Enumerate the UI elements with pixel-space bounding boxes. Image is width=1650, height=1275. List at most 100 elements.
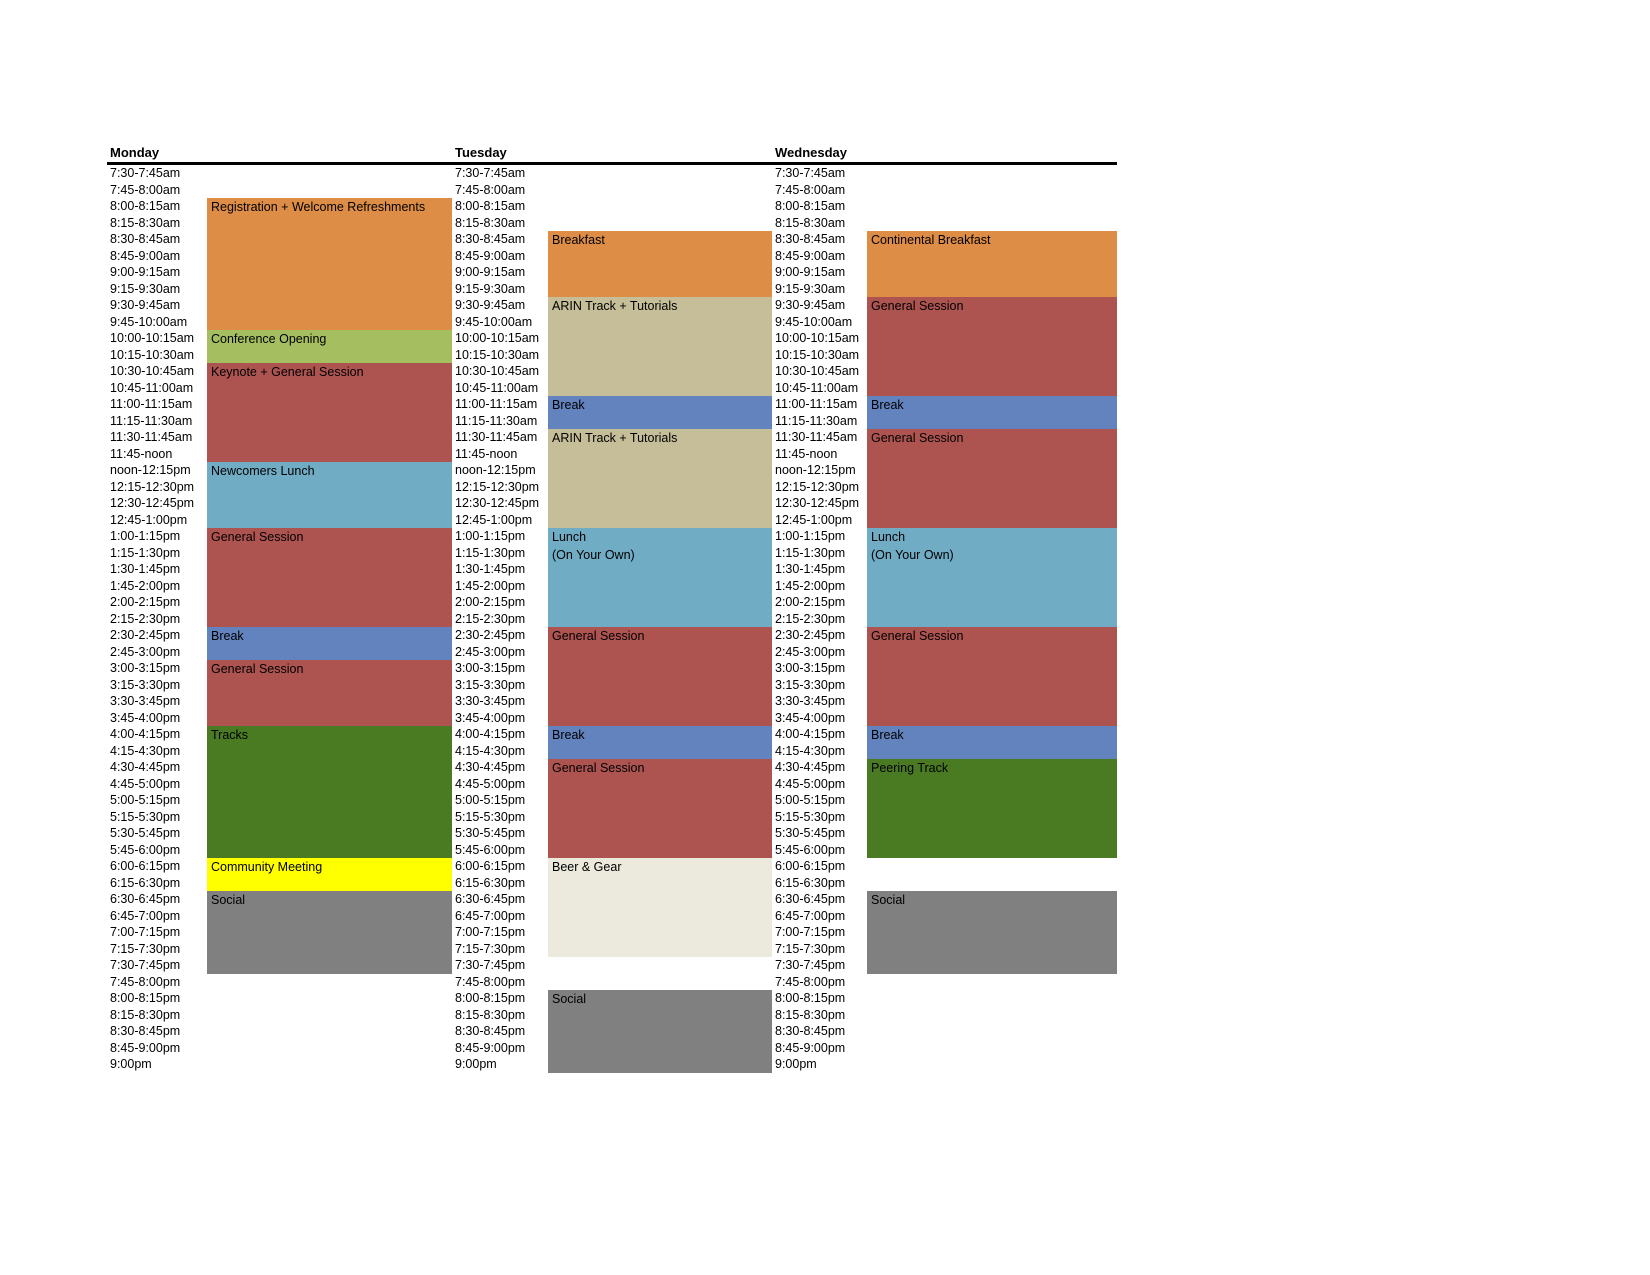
time-cell: 4:15-4:30pm — [775, 743, 846, 758]
time-cell: 5:00-5:15pm — [775, 793, 846, 807]
time-cell: 9:45-10:00am — [455, 314, 533, 329]
time-cell: 1:15-1:30pm — [110, 545, 181, 560]
time-cell: 9:00-9:15am — [110, 265, 181, 279]
time-cell: 3:30-3:45pm — [775, 694, 846, 708]
time-cell: 4:30-4:45pm — [775, 760, 846, 774]
time-cell: 8:00-8:15am — [455, 199, 526, 213]
time-cell: 3:45-4:00pm — [455, 710, 526, 725]
time-cell: 3:15-3:30pm — [775, 677, 846, 692]
event-block: General Session — [207, 660, 452, 726]
time-cell: 3:00-3:15pm — [455, 661, 526, 675]
time-cell: 12:45-1:00pm — [110, 512, 188, 527]
time-cell: 5:30-5:45pm — [110, 826, 181, 840]
event-block: General Session — [867, 627, 1117, 726]
time-cell: 10:15-10:30am — [455, 347, 540, 362]
time-cell: 12:30-12:45pm — [455, 496, 540, 510]
time-cell: 11:45-noon — [775, 446, 838, 461]
time-cell: 1:15-1:30pm — [775, 545, 846, 560]
time-cell: 5:30-5:45pm — [775, 826, 846, 840]
time-cell: 2:45-3:00pm — [775, 644, 846, 659]
time-cell: 2:15-2:30pm — [455, 611, 526, 626]
event-label: Social — [871, 893, 906, 907]
time-cell: 6:15-6:30pm — [455, 875, 526, 890]
time-cell: 8:00-8:15pm — [775, 991, 846, 1005]
time-cell: 10:45-11:00am — [775, 380, 859, 395]
event-label: (On Your Own) — [871, 547, 954, 562]
time-cell: 12:30-12:45pm — [775, 496, 860, 510]
time-cell: 4:45-5:00pm — [775, 776, 846, 791]
time-cell: 8:45-9:00pm — [455, 1040, 526, 1055]
event-label: Continental Breakfast — [871, 233, 991, 247]
time-cell: 3:15-3:30pm — [110, 677, 181, 692]
time-cell: 12:15-12:30pm — [110, 479, 195, 494]
time-cell: 4:00-4:15pm — [455, 727, 526, 741]
time-cell: 7:15-7:30pm — [110, 941, 181, 956]
time-cell: 10:30-10:45am — [110, 364, 195, 378]
event-label: (On Your Own) — [552, 547, 635, 562]
time-cell: 11:30-11:45am — [110, 430, 193, 444]
event-block: Breakfast — [548, 231, 772, 297]
time-cell: 8:30-8:45pm — [775, 1024, 846, 1038]
event-label: Conference Opening — [211, 332, 327, 346]
time-cell: 8:15-8:30pm — [455, 1007, 526, 1022]
time-cell: noon-12:15pm — [775, 463, 856, 477]
time-cell: 3:15-3:30pm — [455, 677, 526, 692]
time-cell: 5:00-5:15pm — [110, 793, 181, 807]
time-cell: 12:45-1:00pm — [455, 512, 533, 527]
event-block: Conference Opening — [207, 330, 452, 363]
event-block: Social — [207, 891, 452, 974]
time-cell: 3:45-4:00pm — [775, 710, 846, 725]
event-block: Newcomers Lunch — [207, 462, 452, 528]
event-block: General Session — [867, 429, 1117, 528]
time-cell: 9:15-9:30am — [110, 281, 181, 296]
event-block: Beer & Gear — [548, 858, 772, 957]
time-cell: 9:00pm — [110, 1057, 152, 1071]
time-cell: 8:30-8:45pm — [110, 1024, 181, 1038]
time-cell: 7:30-7:45am — [775, 166, 846, 180]
event-label: General Session — [871, 629, 964, 643]
time-cell: noon-12:15pm — [110, 463, 191, 477]
event-block: Lunch (On Your Own) — [548, 528, 772, 627]
time-cell: 3:30-3:45pm — [110, 694, 181, 708]
time-cell: 12:45-1:00pm — [775, 512, 853, 527]
time-cell: 8:30-8:45am — [775, 232, 846, 246]
time-cell: 3:00-3:15pm — [110, 661, 181, 675]
time-cell: 1:15-1:30pm — [455, 545, 526, 560]
event-block: General Session — [207, 528, 452, 627]
time-cell: 8:15-8:30am — [775, 215, 846, 230]
time-cell: 8:45-9:00am — [110, 248, 181, 263]
time-cell: 6:45-7:00pm — [110, 908, 181, 923]
day-header-tuesday: Tuesday — [455, 145, 507, 160]
event-label: Keynote + General Session — [211, 365, 364, 379]
time-cell: noon-12:15pm — [455, 463, 536, 477]
time-cell: 1:00-1:15pm — [110, 529, 181, 543]
time-cell: 3:45-4:00pm — [110, 710, 181, 725]
time-cell: 7:45-8:00am — [455, 182, 526, 197]
event-label: Social — [552, 992, 587, 1006]
time-cell: 8:15-8:30am — [110, 215, 181, 230]
time-cell: 12:15-12:30pm — [775, 479, 860, 494]
time-cell: 11:45-noon — [110, 446, 173, 461]
time-cell: 5:45-6:00pm — [110, 842, 181, 857]
time-cell: 11:00-11:15am — [775, 397, 858, 411]
event-block: General Session — [867, 297, 1117, 396]
event-block: Social — [548, 990, 772, 1073]
time-cell: 2:15-2:30pm — [775, 611, 846, 626]
time-cell: 6:00-6:15pm — [775, 859, 846, 873]
time-cell: 9:15-9:30am — [775, 281, 846, 296]
event-label: Break — [552, 398, 585, 412]
time-cell: 8:15-8:30pm — [775, 1007, 846, 1022]
time-cell: 2:45-3:00pm — [110, 644, 181, 659]
time-cell: 5:15-5:30pm — [455, 809, 526, 824]
time-cell: 10:15-10:30am — [775, 347, 860, 362]
time-cell: 10:45-11:00am — [455, 380, 539, 395]
time-cell: 11:15-11:30am — [775, 413, 858, 428]
event-label: General Session — [871, 299, 964, 313]
time-cell: 2:30-2:45pm — [455, 628, 526, 642]
event-label: Tracks — [211, 728, 249, 742]
time-cell: 4:30-4:45pm — [455, 760, 526, 774]
time-cell: 7:45-8:00am — [775, 182, 846, 197]
time-cell: 8:30-8:45pm — [455, 1024, 526, 1038]
time-cell: 2:30-2:45pm — [110, 628, 181, 642]
event-label: Newcomers Lunch — [211, 464, 315, 478]
